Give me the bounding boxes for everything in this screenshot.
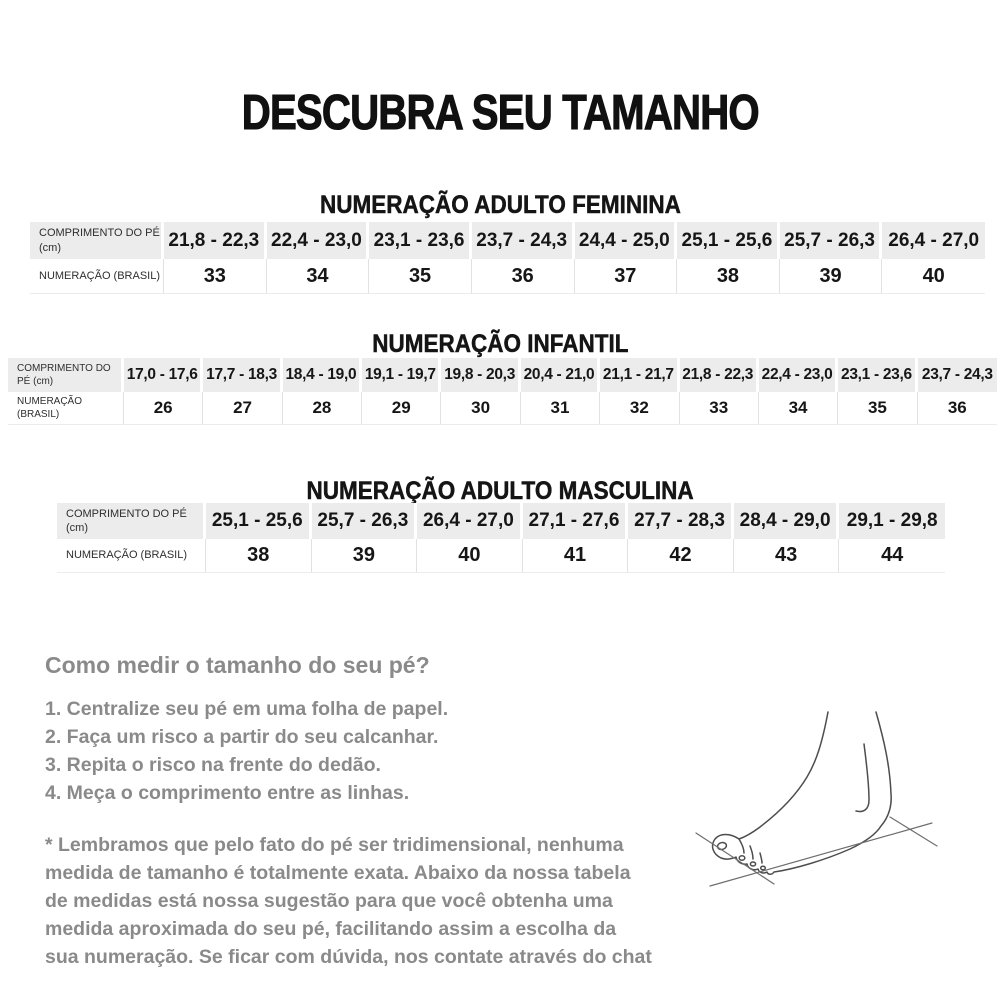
size-label: NUMERAÇÃO (BRASIL) (57, 539, 206, 573)
length-cell: 19,1 - 19,7 (362, 358, 442, 392)
size-cell: 44 (839, 539, 945, 573)
length-cell: 19,8 - 20,3 (441, 358, 521, 392)
size-cell: 34 (266, 259, 370, 294)
size-cell: 43 (733, 539, 840, 573)
table-row: COMPRIMENTO DO PÉ (cm) 25,1 - 25,6 25,7 … (57, 503, 945, 539)
length-cell: 23,1 - 23,6 (838, 358, 918, 392)
size-cell: 31 (520, 392, 601, 425)
length-cell: 25,7 - 26,3 (779, 222, 883, 259)
length-cell: 25,1 - 25,6 (206, 503, 312, 539)
size-cell: 28 (282, 392, 363, 425)
size-cell: 40 (417, 539, 523, 573)
size-cell: 39 (311, 539, 418, 573)
length-cell: 20,4 - 21,0 (520, 358, 601, 392)
size-cell: 40 (882, 259, 985, 294)
length-cell: 25,1 - 25,6 (677, 222, 780, 259)
length-cell: 17,0 - 17,6 (124, 358, 204, 392)
length-label: COMPRIMENTO DO PÉ (cm) (30, 222, 164, 259)
table-row: COMPRIMENTO DO PÉ (cm) 21,8 - 22,3 22,4 … (30, 222, 985, 259)
length-cell: 18,4 - 19,0 (282, 358, 363, 392)
measure-guide: Como medir o tamanho do seu pé? 1. Centr… (45, 652, 653, 971)
measure-step: 1. Centralize seu pé em uma folha de pap… (45, 698, 449, 720)
length-label: COMPRIMENTO DO PÉ (cm) (8, 358, 124, 392)
size-cell: 38 (206, 539, 312, 573)
paper-edge-line (709, 822, 933, 887)
table-row: NUMERAÇÃO (BRASIL) 26 27 28 29 30 31 32 … (8, 392, 997, 425)
size-cell: 37 (574, 259, 678, 294)
measure-step: 4. Meça o comprimento entre as linhas. (45, 782, 410, 804)
size-label: NUMERAÇÃO (BRASIL) (30, 259, 164, 294)
section-heading-masculina: NUMERAÇÃO ADULTO MASCULINA (306, 476, 694, 506)
table-row: NUMERAÇÃO (BRASIL) 38 39 40 41 42 43 44 (57, 539, 945, 573)
length-cell: 21,8 - 22,3 (679, 358, 759, 392)
size-cell: 34 (758, 392, 839, 425)
length-cell: 23,7 - 24,3 (917, 358, 997, 392)
size-cell: 36 (471, 259, 575, 294)
measure-steps: 1. Centralize seu pé em uma folha de pap… (45, 695, 653, 807)
length-cell: 21,8 - 22,3 (164, 222, 267, 259)
length-cell: 22,4 - 23,0 (758, 358, 839, 392)
foot-outline (711, 711, 892, 875)
length-label: COMPRIMENTO DO PÉ (cm) (57, 503, 206, 539)
size-cell: 35 (369, 259, 472, 294)
size-cell: 27 (203, 392, 283, 425)
length-cell: 24,4 - 25,0 (574, 222, 678, 259)
length-cell: 26,4 - 27,0 (882, 222, 985, 259)
size-cell: 36 (917, 392, 997, 425)
size-label: NUMERAÇÃO (BRASIL) (8, 392, 124, 425)
length-cell: 25,7 - 26,3 (311, 503, 418, 539)
size-table-infantil: COMPRIMENTO DO PÉ (cm) 17,0 - 17,6 17,7 … (8, 358, 997, 425)
foot-illustration (695, 711, 938, 887)
size-cell: 35 (838, 392, 918, 425)
size-cell: 42 (628, 539, 734, 573)
section-heading-infantil: NUMERAÇÃO INFANTIL (371, 329, 629, 359)
page-title: DESCUBRA SEU TAMANHO (241, 85, 760, 140)
toe-mark-line (695, 832, 775, 885)
size-cell: 30 (441, 392, 521, 425)
measure-step: 2. Faça um risco a partir do seu calcanh… (45, 726, 439, 748)
table-row: COMPRIMENTO DO PÉ (cm) 17,0 - 17,6 17,7 … (8, 358, 997, 392)
size-cell: 39 (779, 259, 883, 294)
size-cell: 38 (677, 259, 780, 294)
length-cell: 27,1 - 27,6 (522, 503, 629, 539)
length-cell: 27,7 - 28,3 (628, 503, 734, 539)
length-cell: 29,1 - 29,8 (839, 503, 945, 539)
size-table-adulto-masculina: COMPRIMENTO DO PÉ (cm) 25,1 - 25,6 25,7 … (57, 503, 945, 573)
size-cell: 33 (679, 392, 759, 425)
length-cell: 23,7 - 24,3 (471, 222, 575, 259)
length-cell: 28,4 - 29,0 (733, 503, 840, 539)
table-row: NUMERAÇÃO (BRASIL) 33 34 35 36 37 38 39 … (30, 259, 985, 294)
size-cell: 33 (164, 259, 267, 294)
measure-disclaimer: * Lembramos que pelo fato do pé ser trid… (45, 834, 652, 968)
size-table-adulto-feminina: COMPRIMENTO DO PÉ (cm) 21,8 - 22,3 22,4 … (30, 222, 985, 294)
size-cell: 32 (600, 392, 680, 425)
length-cell: 22,4 - 23,0 (266, 222, 370, 259)
measure-guide-heading: Como medir o tamanho do seu pé? (45, 652, 430, 678)
length-cell: 23,1 - 23,6 (369, 222, 472, 259)
section-heading-feminina: NUMERAÇÃO ADULTO FEMININA (319, 190, 681, 220)
length-cell: 26,4 - 27,0 (417, 503, 523, 539)
heel-mark-line (889, 816, 938, 847)
size-cell: 26 (124, 392, 204, 425)
size-cell: 29 (362, 392, 442, 425)
measure-step: 3. Repita o risco na frente do dedão. (45, 754, 381, 776)
length-cell: 21,1 - 21,7 (600, 358, 680, 392)
size-cell: 41 (522, 539, 629, 573)
length-cell: 17,7 - 18,3 (203, 358, 283, 392)
ankle-line (855, 743, 870, 813)
